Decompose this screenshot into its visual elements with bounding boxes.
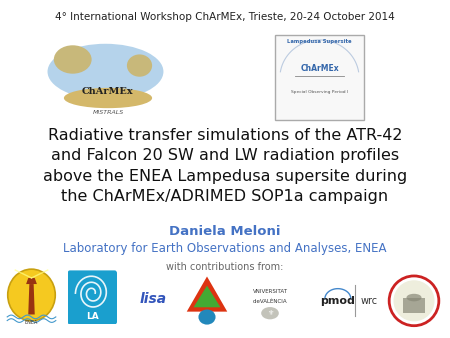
Text: Daniela Meloni: Daniela Meloni [169,225,281,238]
Text: ChArMEx: ChArMEx [82,88,134,96]
Circle shape [261,307,279,319]
Text: LA: LA [86,312,99,321]
Text: de​VALÈNCIA: de​VALÈNCIA [253,299,287,304]
Text: MISTRALS: MISTRALS [92,110,124,115]
Text: 4° International Workshop ChArMEx, Trieste, 20-24 October 2014: 4° International Workshop ChArMEx, Tries… [55,12,395,22]
Polygon shape [187,276,227,312]
Text: ChArMEx: ChArMEx [300,64,339,73]
Ellipse shape [54,45,92,74]
Ellipse shape [198,310,216,324]
Text: Radiative transfer simulations of the ATR-42
and Falcon 20 SW and LW radiation p: Radiative transfer simulations of the AT… [43,128,407,204]
Text: Lampedusa Supersite: Lampedusa Supersite [287,39,352,44]
Text: with contributions from:: with contributions from: [166,262,284,272]
Text: ENEA: ENEA [25,320,38,325]
Ellipse shape [406,294,422,301]
Polygon shape [403,298,425,313]
Ellipse shape [8,269,55,321]
Text: VNIVERSITAT: VNIVERSITAT [252,289,288,294]
Text: ⚜: ⚜ [267,310,273,316]
Ellipse shape [64,88,152,108]
Text: Special Observing Period I: Special Observing Period I [291,90,348,94]
Ellipse shape [48,44,163,99]
Ellipse shape [127,54,152,77]
Text: lisa: lisa [140,292,166,306]
Circle shape [393,280,435,321]
Text: Laboratory for Earth Observations and Analyses, ENEA: Laboratory for Earth Observations and An… [63,242,387,255]
Text: wrc: wrc [361,296,378,306]
Polygon shape [26,278,37,284]
Polygon shape [28,284,35,314]
FancyBboxPatch shape [68,270,117,324]
Text: pmod: pmod [320,296,356,306]
Polygon shape [194,286,220,307]
